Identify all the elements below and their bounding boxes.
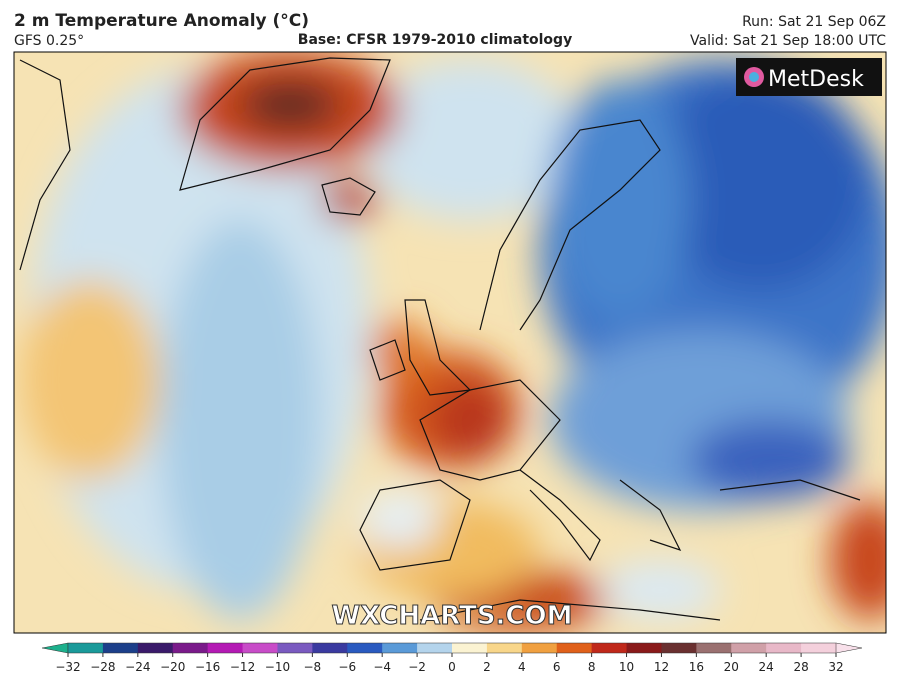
colorbar-segment <box>696 643 732 653</box>
map: MetDesk WXCHARTS.COM <box>14 52 886 633</box>
watermark: WXCHARTS.COM <box>331 601 572 631</box>
colorbar-segment <box>102 643 139 653</box>
colorbar-label: 8 <box>588 660 596 674</box>
colorbar-segment <box>521 643 558 653</box>
colorbar-segment <box>766 643 802 653</box>
colorbar-segment <box>591 643 628 653</box>
colorbar-segment <box>417 643 453 653</box>
colorbar-segment <box>277 643 313 653</box>
colorbar-label: 24 <box>759 660 774 674</box>
colorbar-segment <box>626 643 662 653</box>
colorbar-segment <box>556 643 593 653</box>
colorbar-label: −16 <box>195 660 220 674</box>
colorbar-label: 10 <box>619 660 634 674</box>
colorbar-label: 16 <box>689 660 704 674</box>
colorbar-segment <box>137 643 174 653</box>
colorbar-segment <box>486 643 523 653</box>
run: Run: Sat 21 Sep 06Z <box>742 14 886 30</box>
colorbar-segment <box>312 643 348 653</box>
colorbar-segment <box>661 643 697 653</box>
colorbar-segment <box>382 643 418 653</box>
logo-text: MetDesk <box>768 67 864 92</box>
colorbar-label: −20 <box>160 660 185 674</box>
colorbar: −32 −28 −24 −20 −16 −12 −10 −8 −6 −4 −2 0 2 4 6 8 10 12 16… <box>41 642 863 674</box>
colorbar-label: 6 <box>553 660 561 674</box>
colorbar-label: −28 <box>90 660 115 674</box>
map-frame <box>13 51 887 634</box>
colorbar-segment <box>452 643 488 653</box>
colorbar-label: −10 <box>265 660 290 674</box>
title: 2 m Temperature Anomaly (°C) <box>14 11 309 31</box>
colorbar-segment <box>68 643 104 653</box>
colorbar-label: −8 <box>304 660 322 674</box>
model: GFS 0.25° <box>14 33 84 49</box>
colorbar-label: 32 <box>828 660 843 674</box>
colorbar-segment <box>347 643 383 653</box>
colorbar-label: −32 <box>55 660 80 674</box>
logo: MetDesk <box>736 58 882 96</box>
colorbar-segment <box>731 643 767 653</box>
colorbar-label: 4 <box>518 660 526 674</box>
colorbar-label: 0 <box>448 660 456 674</box>
base: Base: CFSR 1979-2010 climatology <box>298 32 572 48</box>
colorbar-segment <box>801 643 837 653</box>
colorbar-label: 2 <box>483 660 491 674</box>
colorbar-label: −4 <box>373 660 391 674</box>
colorbar-label: −24 <box>125 660 150 674</box>
colorbar-label: 20 <box>724 660 739 674</box>
colorbar-label: 28 <box>793 660 808 674</box>
colorbar-segment <box>242 643 278 653</box>
colorbar-label: 12 <box>654 660 669 674</box>
colorbar-under <box>41 642 69 654</box>
valid: Valid: Sat 21 Sep 18:00 UTC <box>690 33 886 49</box>
colorbar-segment <box>207 643 244 653</box>
colorbar-label: −6 <box>338 660 356 674</box>
colorbar-segment <box>172 643 209 653</box>
colorbar-over <box>835 642 863 654</box>
colorbar-label: −2 <box>408 660 426 674</box>
colorbar-label: −12 <box>230 660 255 674</box>
